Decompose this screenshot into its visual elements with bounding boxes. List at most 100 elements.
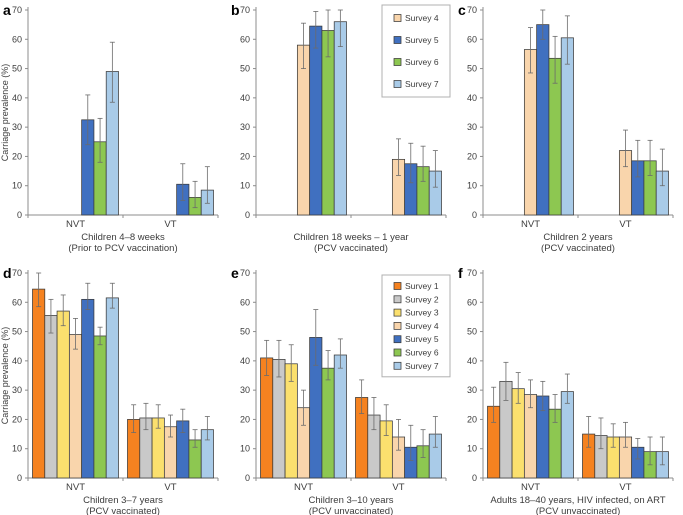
- error-bar: [635, 139, 641, 178]
- error-bar: [192, 429, 198, 448]
- error-bar: [564, 373, 570, 404]
- bars: [81, 71, 214, 216]
- y-tick-label: 20: [467, 151, 477, 161]
- bar: [260, 357, 274, 479]
- panel-letter: e: [231, 265, 239, 281]
- error-bars: [528, 9, 665, 187]
- legend-swatch: [393, 80, 402, 88]
- error-bar: [420, 429, 426, 458]
- bar: [321, 30, 335, 216]
- y-tick-label: 0: [245, 210, 250, 220]
- panel-title: Children 18 weeks – 1 year: [293, 232, 408, 243]
- error-bars: [36, 272, 210, 448]
- panel-b-chart: b 0 10 20 30 40 50 60 70 Children 18 weeks – 1 ye…: [231, 2, 451, 254]
- y-tick-label: 0: [17, 210, 22, 220]
- error-bar: [432, 150, 438, 188]
- legend-swatch: [393, 282, 402, 290]
- legend: Survey 4 Survey 5 Survey 6 Survey 7: [381, 4, 451, 98]
- error-bars: [85, 41, 210, 209]
- category-label: VT: [392, 482, 404, 493]
- panel-c: c 0 10 20 30 40 50 60 70 NVT VT Children 2 years (PC…: [455, 0, 683, 263]
- category-label: NVT: [521, 219, 540, 230]
- category-label: NVT: [66, 482, 85, 493]
- legend-swatch: [393, 295, 402, 304]
- error-bar: [97, 326, 103, 346]
- y-tick-label: 30: [240, 122, 250, 132]
- error-bar: [552, 394, 558, 423]
- error-bar: [647, 436, 653, 466]
- y-tick-label: 0: [17, 473, 22, 483]
- y-tick-label: 60: [12, 297, 22, 307]
- panel-b: b 0 10 20 30 40 50 60 70 Children 18 weeks – 1 ye…: [228, 0, 455, 263]
- panel-letter: a: [3, 2, 11, 18]
- error-bar: [515, 372, 521, 404]
- error-bar: [659, 436, 665, 466]
- error-bar: [180, 408, 186, 434]
- error-bar: [85, 282, 91, 311]
- panel-title: Children 3–10 years: [308, 495, 393, 506]
- panel-a: a Carriage prevalence (%) 0 10 20 30 40 50 60 70 N…: [0, 0, 228, 263]
- legend-swatch: [393, 361, 402, 370]
- error-bar: [586, 416, 592, 448]
- panel-d: d Carriage prevalence (%) 0 10 20 30 40 50 60 70 N…: [0, 263, 228, 515]
- category-label: NVT: [294, 482, 313, 493]
- axes: 0 10 20 30 40 50 60 70: [12, 268, 219, 483]
- panel-subtitle: (PCV vaccinated): [86, 506, 160, 515]
- panel-title: Adults 18–40 years, HIV infected, on ART: [490, 495, 665, 506]
- error-bar: [97, 117, 103, 163]
- error-bar: [60, 294, 66, 327]
- error-bar: [623, 129, 628, 168]
- error-bar: [337, 9, 343, 48]
- figure-row-top: a Carriage prevalence (%) 0 10 20 30 40 50 60 70 N…: [0, 0, 683, 263]
- y-tick-label: 40: [467, 356, 477, 366]
- y-tick-label: 50: [12, 327, 22, 337]
- y-tick-label: 60: [240, 34, 250, 44]
- bar: [32, 288, 46, 479]
- error-bar: [383, 404, 389, 436]
- error-bar: [276, 339, 282, 378]
- error-bar: [647, 139, 653, 176]
- bar: [68, 334, 83, 479]
- legend-label: Survey 7: [405, 79, 439, 89]
- y-tick-label: 30: [12, 385, 22, 395]
- error-bar: [109, 41, 115, 103]
- category-label: NVT: [66, 219, 85, 230]
- error-bar: [204, 166, 210, 204]
- error-bars: [264, 309, 438, 461]
- y-tick-label: 50: [467, 64, 477, 74]
- legend-swatch: [393, 58, 402, 66]
- y-tick-label: 10: [467, 181, 477, 191]
- y-tick-label: 70: [467, 268, 477, 278]
- error-bar: [610, 423, 616, 448]
- y-tick-label: 70: [12, 5, 22, 15]
- bar: [321, 367, 335, 479]
- error-bar: [313, 309, 319, 366]
- legend-label: Survey 3: [405, 308, 439, 318]
- panel-letter: f: [458, 265, 463, 281]
- panel-letter: d: [3, 265, 12, 281]
- error-bar: [371, 397, 377, 431]
- error-bar: [528, 27, 533, 74]
- error-bar: [301, 22, 306, 69]
- error-bar: [325, 9, 331, 58]
- y-tick-label: 50: [12, 64, 22, 74]
- bar: [309, 25, 323, 216]
- y-tick-label: 20: [467, 414, 477, 424]
- error-bar: [180, 163, 186, 201]
- legend-swatch: [393, 14, 402, 22]
- bar: [296, 44, 311, 216]
- legend-label: Survey 4: [405, 321, 439, 331]
- y-tick-label: 10: [240, 444, 250, 454]
- panel-title: Children 4–8 weeks: [81, 232, 165, 243]
- category-label: VT: [619, 482, 631, 493]
- panel-subtitle: (PCV unvaccinated): [536, 506, 620, 515]
- y-tick-label: 10: [240, 181, 250, 191]
- error-bar: [635, 438, 641, 460]
- y-tick-label: 40: [240, 93, 250, 103]
- y-tick-label: 20: [240, 151, 250, 161]
- panel-f-chart: f 0 10 20 30 40 50 60 70 NVT VT Adults 18–40 years,…: [458, 265, 674, 515]
- panel-a-chart: a Carriage prevalence (%) 0 10 20 30 40 50 60 70 N…: [0, 2, 219, 254]
- legend-label: Survey 2: [405, 294, 439, 304]
- bars: [296, 21, 442, 216]
